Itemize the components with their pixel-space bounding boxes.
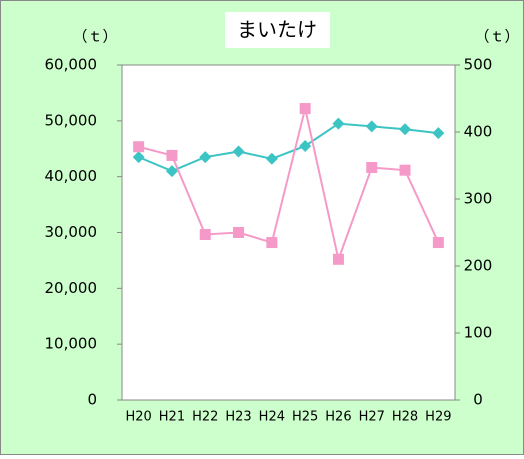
x-tick-label: H22: [192, 410, 218, 425]
x-tick-label: H20: [125, 410, 151, 425]
y2-tick-label: 300: [464, 190, 493, 208]
marker: [332, 253, 344, 265]
x-tick-label: H29: [425, 410, 451, 425]
marker: [366, 162, 378, 174]
marker: [299, 139, 312, 152]
y-tick-label: 40,000: [45, 167, 98, 185]
marker: [132, 151, 145, 164]
y2-tick-label: 500: [464, 56, 493, 74]
chart-title: まいたけ: [237, 18, 317, 42]
marker: [233, 227, 245, 238]
y2-tick-label: 0: [473, 391, 483, 409]
y-axis-label: （ｔ）: [72, 28, 117, 46]
marker: [165, 165, 178, 178]
y-tick-label: 50,000: [45, 111, 98, 129]
x-tick-label: H23: [225, 410, 251, 425]
marker: [332, 117, 345, 130]
marker: [432, 127, 445, 140]
marker: [399, 123, 412, 136]
marker: [199, 229, 211, 241]
y-tick-label: 30,000: [45, 223, 98, 241]
marker: [133, 141, 145, 153]
x-tick-label: H25: [292, 410, 318, 425]
y2-axis-label: （ｔ）: [474, 28, 519, 46]
x-tick-label: H24: [259, 410, 285, 425]
plot-area: [121, 64, 456, 401]
x-tick-label: H21: [159, 410, 185, 425]
marker: [432, 237, 444, 249]
title-box: [225, 12, 330, 48]
series-line: [138, 122, 439, 173]
y2-tick-label: 400: [464, 123, 493, 141]
x-tick-label: H26: [325, 410, 351, 425]
y2-tick-label: 100: [464, 324, 493, 342]
y-tick-label: 0: [87, 391, 97, 409]
y-tick-label: 10,000: [45, 335, 98, 353]
marker: [365, 120, 378, 133]
x-tick-label: H28: [392, 410, 418, 425]
y2-tick-label: 200: [464, 257, 493, 275]
y-tick-label: 20,000: [45, 279, 98, 297]
marker: [166, 149, 178, 161]
marker: [266, 237, 278, 249]
marker: [199, 151, 212, 164]
series-line: [138, 108, 440, 263]
marker: [299, 103, 311, 115]
x-tick-label: H27: [359, 410, 385, 425]
marker: [232, 145, 245, 158]
marker: [265, 152, 278, 165]
marker: [399, 164, 411, 176]
y-tick-label: 60,000: [45, 56, 98, 74]
